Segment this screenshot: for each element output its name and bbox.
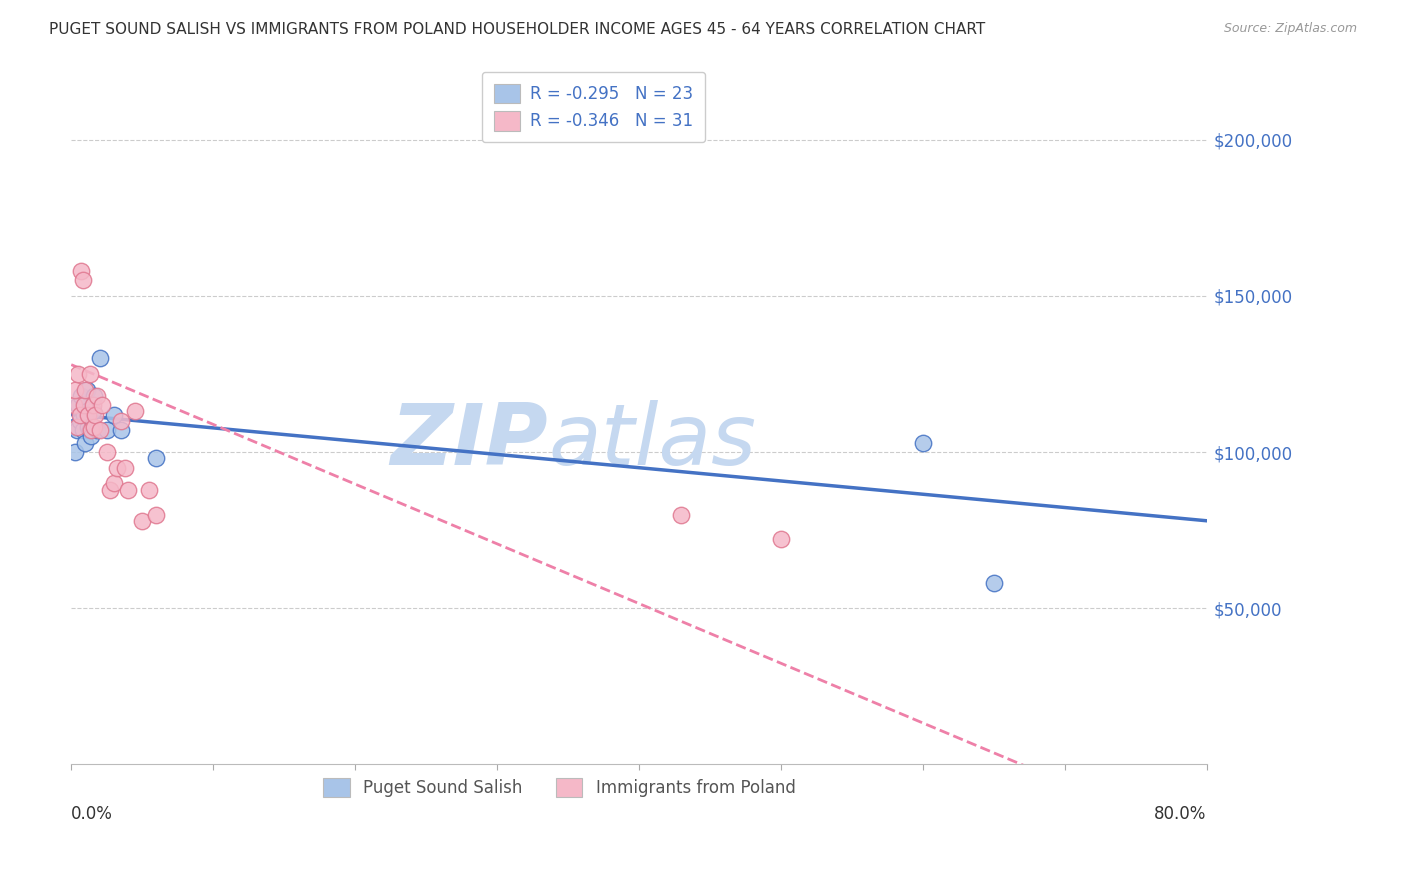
Point <box>769 533 792 547</box>
Point <box>114 460 136 475</box>
Point <box>82 404 104 418</box>
Point <box>145 508 167 522</box>
Text: 80.0%: 80.0% <box>1154 805 1206 823</box>
Text: ZIP: ZIP <box>391 400 548 483</box>
Point <box>67 367 90 381</box>
Point <box>89 423 111 437</box>
Text: Source: ZipAtlas.com: Source: ZipAtlas.com <box>1223 22 1357 36</box>
Point <box>65 383 87 397</box>
Point <box>983 576 1005 591</box>
Point <box>63 420 86 434</box>
Point <box>96 423 118 437</box>
Point <box>105 460 128 475</box>
Point <box>145 451 167 466</box>
Text: PUGET SOUND SALISH VS IMMIGRANTS FROM POLAND HOUSEHOLDER INCOME AGES 45 - 64 YEA: PUGET SOUND SALISH VS IMMIGRANTS FROM PO… <box>49 22 986 37</box>
Point <box>75 383 97 397</box>
Text: atlas: atlas <box>548 400 756 483</box>
Point <box>86 423 108 437</box>
Point <box>72 423 94 437</box>
Point <box>131 514 153 528</box>
Point <box>84 408 107 422</box>
Point <box>911 435 934 450</box>
Point <box>83 420 105 434</box>
Point <box>80 423 103 437</box>
Point <box>70 264 93 278</box>
Point <box>69 414 91 428</box>
Point <box>67 398 90 412</box>
Point <box>65 445 87 459</box>
Point <box>96 445 118 459</box>
Point <box>103 408 125 422</box>
Point <box>671 508 693 522</box>
Point <box>63 398 86 412</box>
Point <box>69 408 91 422</box>
Point <box>103 476 125 491</box>
Point <box>73 408 96 422</box>
Point <box>77 420 100 434</box>
Point <box>91 398 114 412</box>
Point <box>66 420 89 434</box>
Point <box>117 483 139 497</box>
Text: 0.0%: 0.0% <box>72 805 112 823</box>
Point <box>98 483 121 497</box>
Point <box>89 351 111 366</box>
Point <box>70 389 93 403</box>
Point <box>110 414 132 428</box>
Legend: Puget Sound Salish, Immigrants from Poland: Puget Sound Salish, Immigrants from Pola… <box>316 772 803 804</box>
Point <box>73 398 96 412</box>
Point <box>76 383 98 397</box>
Point <box>66 423 89 437</box>
Point <box>79 367 101 381</box>
Point <box>110 423 132 437</box>
Point <box>82 398 104 412</box>
Point <box>80 429 103 443</box>
Point <box>77 408 100 422</box>
Point <box>72 273 94 287</box>
Point <box>86 389 108 403</box>
Point <box>124 404 146 418</box>
Point <box>83 389 105 403</box>
Point <box>138 483 160 497</box>
Point <box>75 435 97 450</box>
Point <box>79 423 101 437</box>
